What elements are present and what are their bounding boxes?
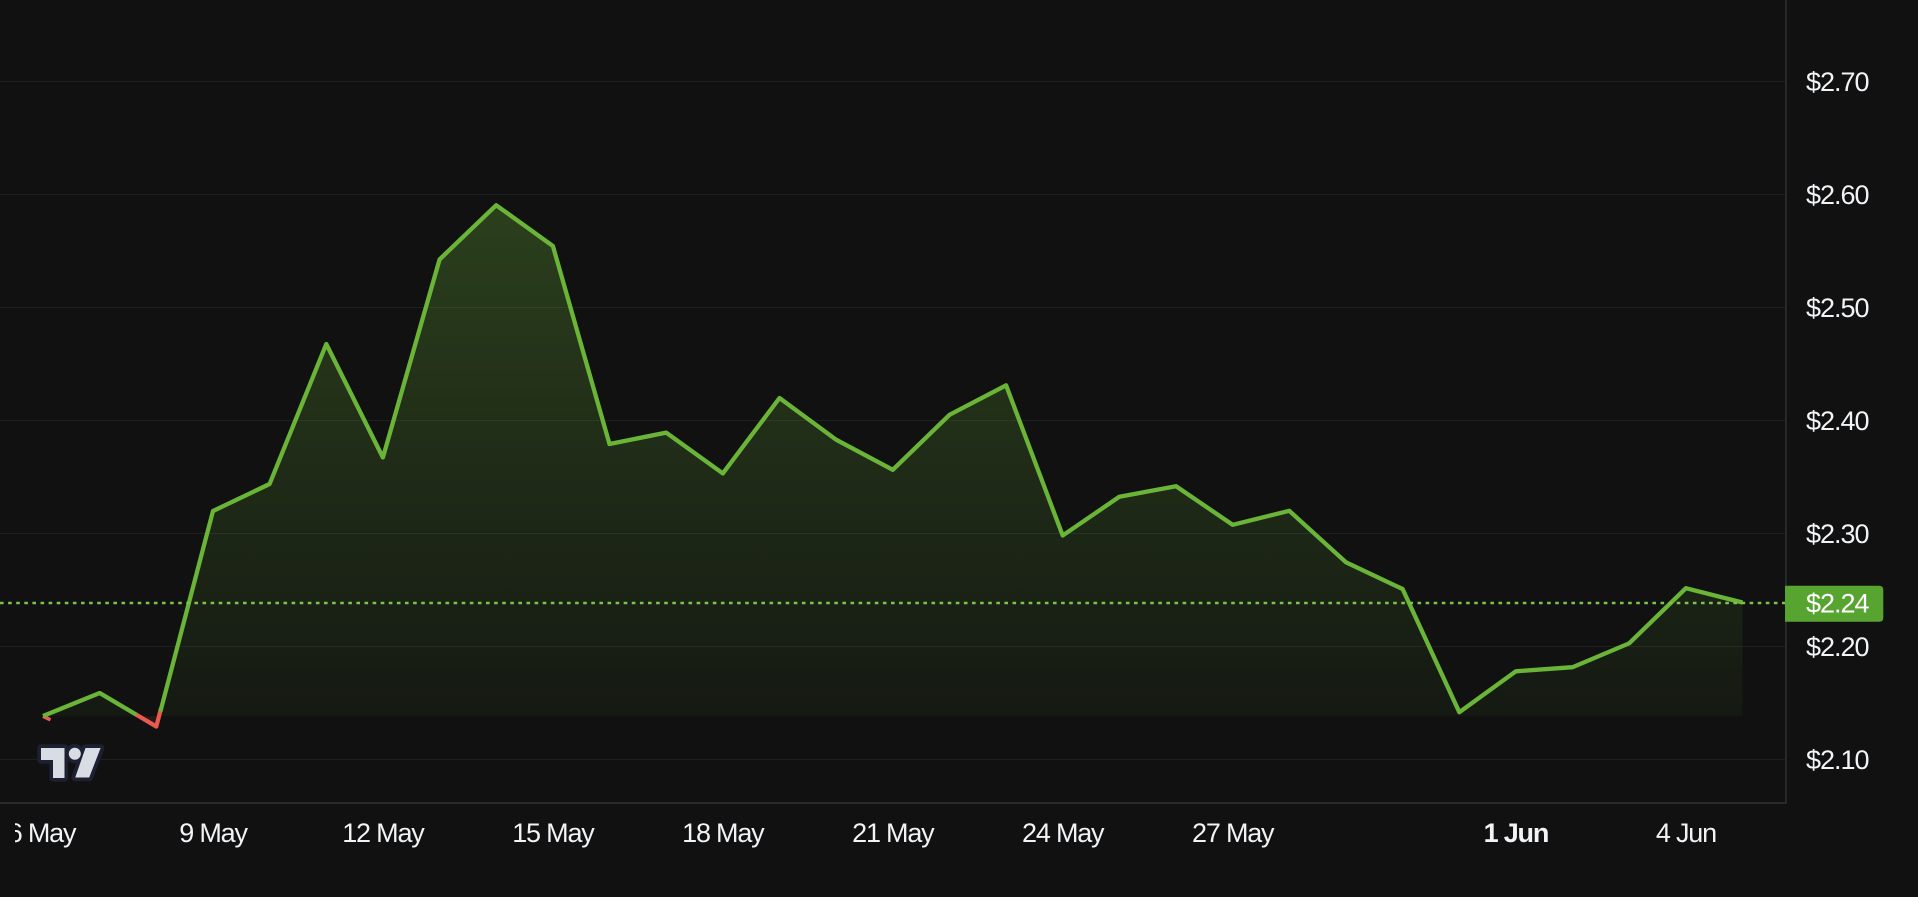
svg-text:9 May: 9 May (179, 818, 248, 848)
svg-text:$2.24: $2.24 (1806, 589, 1870, 619)
svg-text:12 May: 12 May (342, 818, 425, 848)
svg-text:4 Jun: 4 Jun (1656, 818, 1716, 848)
svg-text:$2.60: $2.60 (1806, 180, 1869, 210)
svg-text:$2.10: $2.10 (1806, 745, 1869, 775)
svg-text:$2.70: $2.70 (1806, 67, 1869, 97)
svg-text:$2.30: $2.30 (1806, 519, 1869, 549)
svg-text:$2.20: $2.20 (1806, 632, 1869, 662)
svg-text:15 May: 15 May (512, 818, 595, 848)
svg-text:$2.40: $2.40 (1806, 406, 1869, 436)
svg-text:$2.50: $2.50 (1806, 293, 1869, 323)
svg-text:18 May: 18 May (682, 818, 765, 848)
svg-text:24 May: 24 May (1022, 818, 1105, 848)
svg-text:21 May: 21 May (852, 818, 935, 848)
svg-text:6 May: 6 May (8, 818, 77, 848)
svg-text:1 Jun: 1 Jun (1484, 818, 1549, 848)
svg-text:27 May: 27 May (1192, 818, 1275, 848)
